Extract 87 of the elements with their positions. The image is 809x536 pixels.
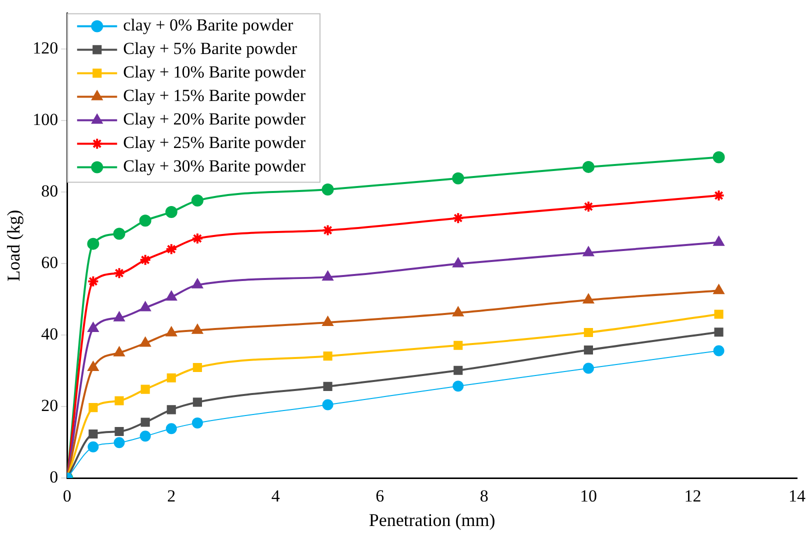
point xyxy=(582,200,594,213)
y-tick-label: 40 xyxy=(41,324,58,344)
legend-label: Clay + 20% Barite powder xyxy=(123,110,306,129)
point xyxy=(454,340,463,350)
point xyxy=(322,183,334,196)
x-tick-label: 6 xyxy=(376,486,384,506)
point xyxy=(582,160,594,173)
point xyxy=(113,228,126,240)
y-tick-label: 120 xyxy=(32,38,58,58)
legend-label: Clay + 5% Barite powder xyxy=(123,39,298,58)
point xyxy=(712,151,725,164)
y-tick-label: 80 xyxy=(41,181,58,200)
point xyxy=(454,366,463,375)
point xyxy=(583,246,594,256)
point xyxy=(322,224,334,236)
point xyxy=(114,426,124,436)
point xyxy=(192,362,202,372)
point xyxy=(323,382,332,392)
point xyxy=(166,405,176,414)
point xyxy=(140,430,151,442)
point xyxy=(88,441,99,452)
y-tick-label: 0 xyxy=(50,467,58,486)
point xyxy=(114,396,124,406)
point xyxy=(452,258,464,268)
x-tick-label: 8 xyxy=(480,486,488,506)
point xyxy=(88,362,98,372)
point xyxy=(582,362,594,374)
point xyxy=(139,214,152,227)
legend-label: Clay + 15% Barite powder xyxy=(123,86,306,106)
x-tick-label: 0 xyxy=(62,486,72,506)
point xyxy=(165,206,178,218)
point xyxy=(323,352,332,361)
point xyxy=(114,437,125,448)
legend-label: Clay + 10% Barite powder xyxy=(123,62,306,82)
legend-label: clay + 0% Barite powder xyxy=(123,16,294,35)
y-tick-label: 60 xyxy=(41,252,58,272)
point xyxy=(713,345,724,356)
point xyxy=(584,328,593,338)
point xyxy=(322,271,334,281)
point xyxy=(165,243,178,256)
x-tick-label: 2 xyxy=(167,486,176,506)
point xyxy=(191,232,204,244)
point xyxy=(583,294,594,304)
point xyxy=(140,418,150,427)
point xyxy=(452,380,464,392)
x-tick-label: 4 xyxy=(271,486,280,506)
y-axis-title: Load (kg) xyxy=(4,210,24,282)
x-tick-label: 12 xyxy=(684,486,702,506)
point xyxy=(714,310,724,319)
point xyxy=(192,417,203,428)
point xyxy=(88,322,98,332)
x-tick-label: 10 xyxy=(580,486,597,506)
point xyxy=(712,190,725,202)
point xyxy=(140,384,150,394)
point xyxy=(140,337,151,347)
point xyxy=(166,373,176,382)
point xyxy=(714,328,724,337)
point xyxy=(114,346,125,356)
point xyxy=(322,399,334,410)
point xyxy=(166,423,177,434)
legend-label: Clay + 25% Barite powder xyxy=(123,133,306,152)
point xyxy=(584,345,593,355)
point xyxy=(322,316,334,326)
point xyxy=(192,398,202,407)
point xyxy=(452,306,464,316)
point xyxy=(452,212,464,224)
point xyxy=(192,278,203,288)
y-tick-label: 100 xyxy=(32,110,58,129)
point xyxy=(139,254,152,266)
point xyxy=(114,312,125,322)
legend-label: Clay + 30% Barite powder xyxy=(123,156,306,176)
point xyxy=(191,194,204,207)
point xyxy=(192,324,203,334)
point xyxy=(166,326,177,336)
point xyxy=(87,275,100,288)
point xyxy=(166,291,177,301)
point xyxy=(713,284,724,294)
y-tick-label: 20 xyxy=(41,396,58,415)
point xyxy=(88,403,98,412)
point xyxy=(88,429,98,439)
x-tick-label: 14 xyxy=(788,486,806,506)
point xyxy=(113,267,126,280)
point xyxy=(87,238,100,250)
point xyxy=(140,302,151,312)
point xyxy=(452,172,464,184)
point xyxy=(713,236,724,246)
x-axis-title: Penetration (mm) xyxy=(368,510,496,530)
